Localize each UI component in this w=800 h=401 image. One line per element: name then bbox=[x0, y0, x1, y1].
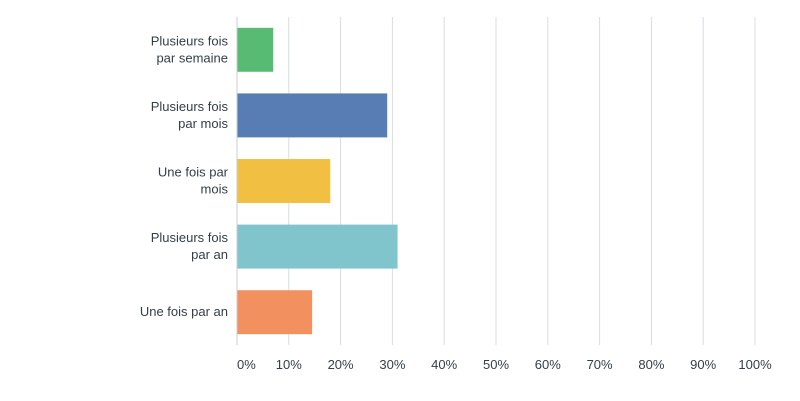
x-tick-label: 0% bbox=[237, 357, 256, 372]
x-tick-label: 20% bbox=[328, 357, 354, 372]
x-tick-label: 10% bbox=[276, 357, 302, 372]
x-tick-label: 90% bbox=[690, 357, 716, 372]
category-label: Une fois par an bbox=[140, 304, 228, 319]
bar[interactable] bbox=[237, 93, 388, 138]
bars bbox=[237, 27, 398, 335]
x-tick-label: 60% bbox=[535, 357, 561, 372]
bar[interactable] bbox=[237, 159, 331, 203]
category-label: Plusieurs fois par mois bbox=[151, 99, 229, 131]
category-labels: Plusieurs fois par semaine Plusieurs fois p… bbox=[140, 33, 229, 319]
x-tick-labels: 0% 10% 20% 30% 40% 50% 60% 70% 80% 90% 100% bbox=[237, 357, 772, 372]
x-tick-label: 100% bbox=[738, 357, 772, 372]
x-tick-label: 50% bbox=[483, 357, 509, 372]
category-label: Une fois par mois bbox=[158, 165, 229, 197]
bar[interactable] bbox=[237, 290, 313, 335]
category-label: Plusieurs fois par an bbox=[151, 230, 229, 262]
x-tick-label: 70% bbox=[587, 357, 613, 372]
grid-lines bbox=[288, 17, 756, 345]
bar[interactable] bbox=[237, 224, 398, 269]
bar[interactable] bbox=[237, 27, 274, 72]
x-tick-label: 30% bbox=[379, 357, 405, 372]
category-label: Plusieurs fois par semaine bbox=[151, 33, 229, 65]
x-tick-label: 80% bbox=[638, 357, 664, 372]
x-tick-label: 40% bbox=[431, 357, 457, 372]
